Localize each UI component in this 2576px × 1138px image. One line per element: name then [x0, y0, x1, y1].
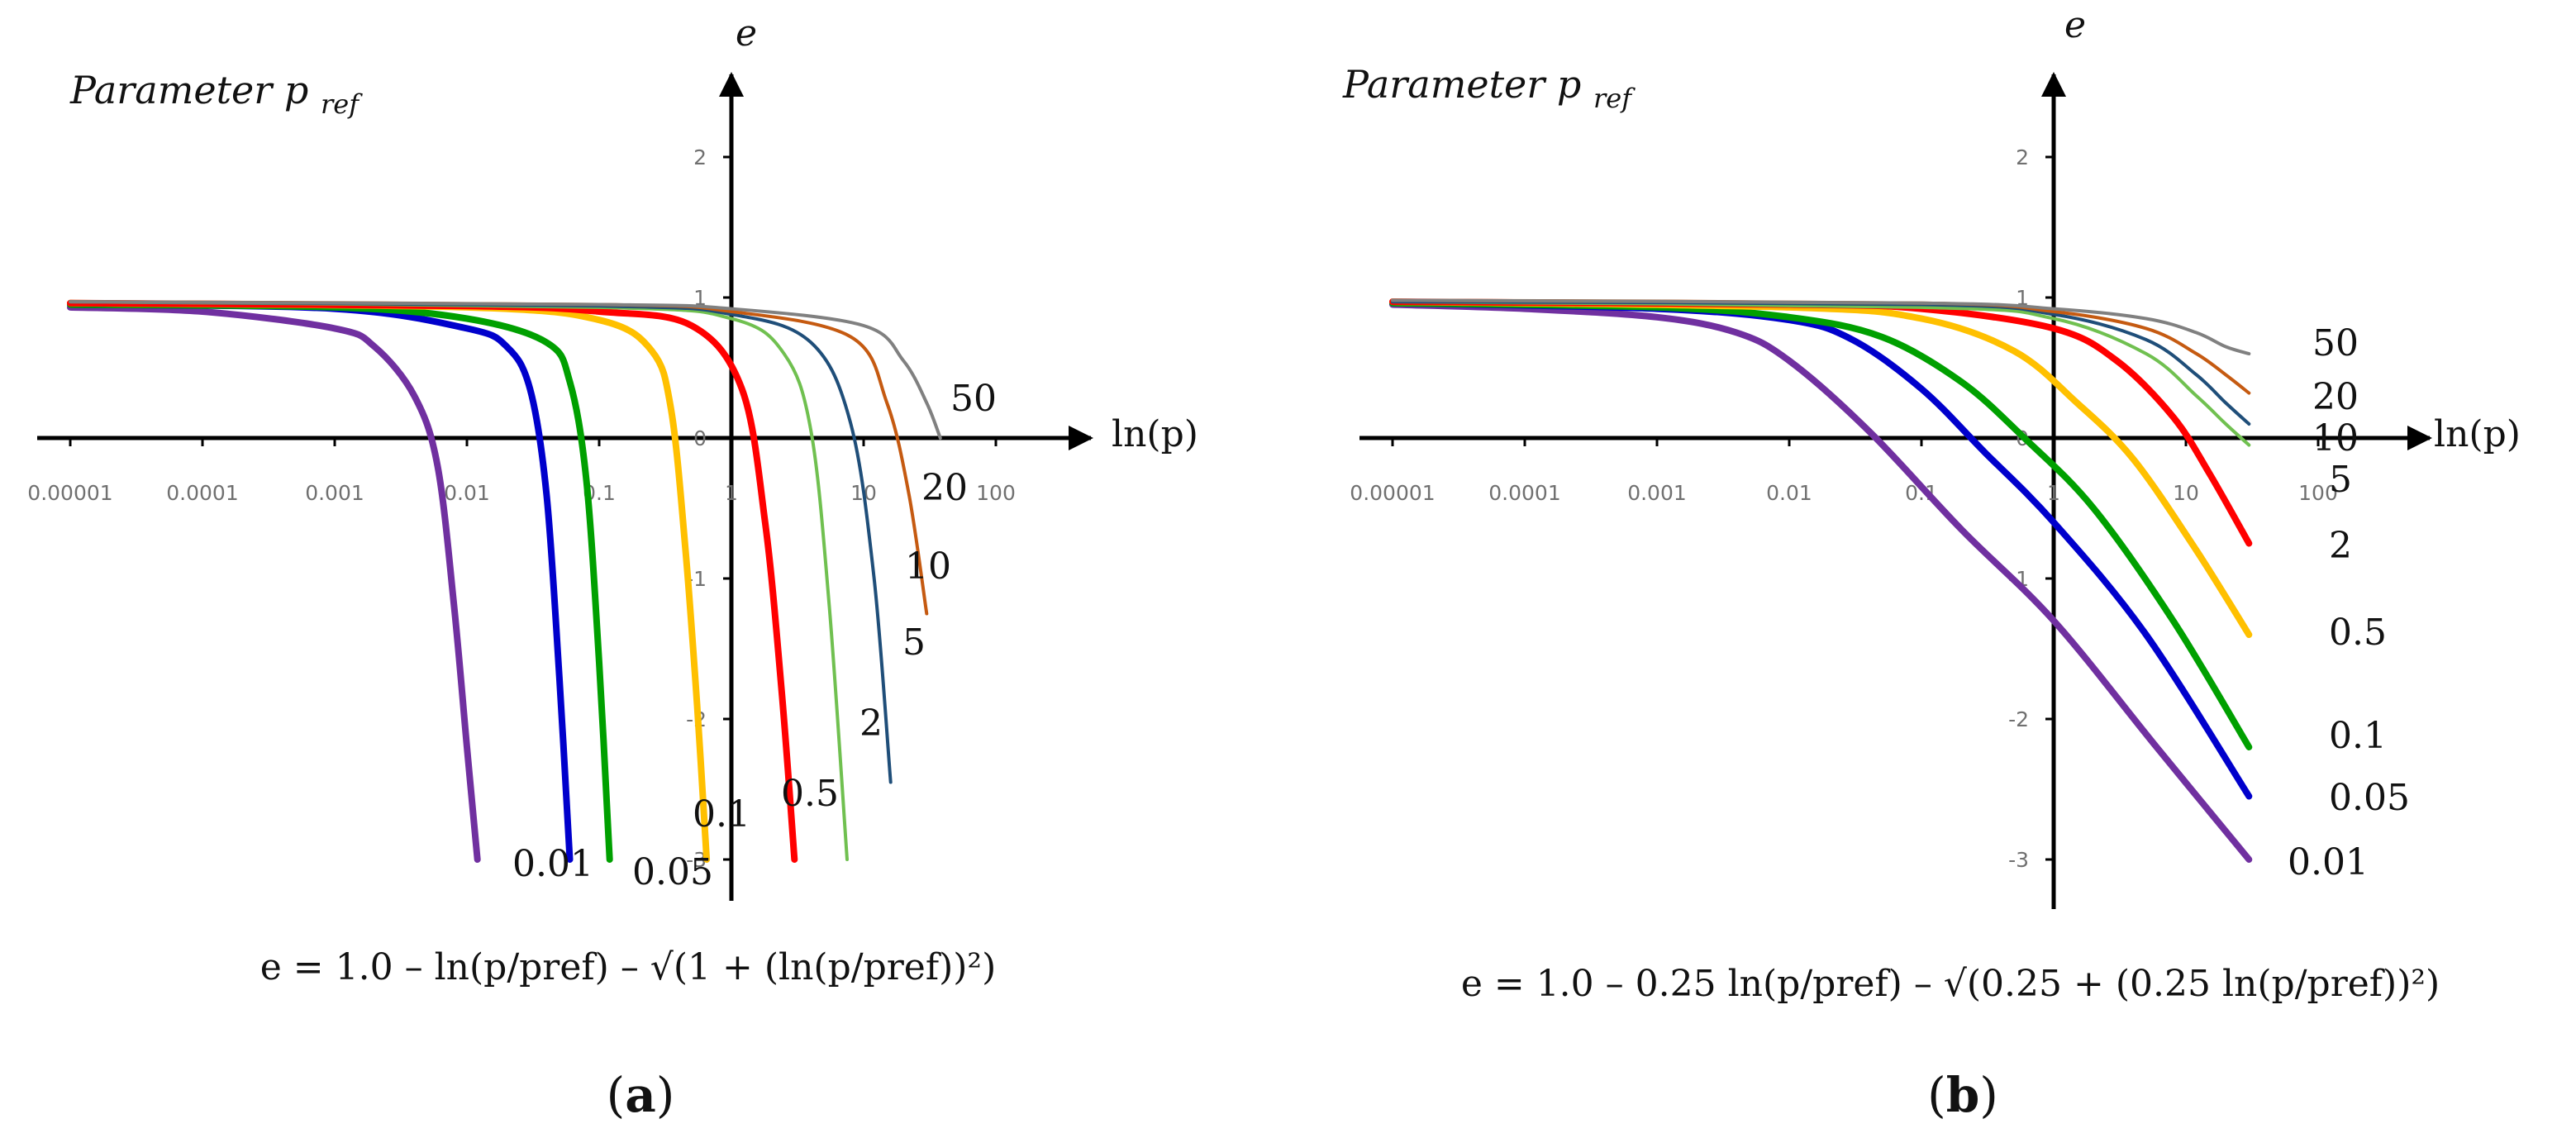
series-label-0_5: 0.5 [781, 773, 839, 815]
series-line-0_1 [1389, 299, 2253, 750]
x-tick-label: 0.01 [444, 481, 490, 505]
x-tick-label: 0.0001 [166, 481, 238, 505]
series-label-10: 10 [905, 545, 951, 588]
series-line-0_01 [1389, 301, 2253, 863]
x-tick-label: 0.00001 [1350, 481, 1435, 505]
parameter-title: Parameter p ref [69, 68, 363, 120]
y-tick-label: 1 [2016, 286, 2029, 310]
series-label-2: 2 [2329, 525, 2352, 567]
x-axis-label: ln(p) [2434, 413, 2521, 455]
series-label-0_05: 0.05 [2329, 777, 2410, 819]
series-label-0_5: 0.5 [2329, 612, 2387, 654]
x-tick-label: 0.00001 [27, 481, 112, 505]
series-line-0_05 [67, 301, 574, 863]
series-label-0_01: 0.01 [2288, 841, 2369, 883]
x-tick-label: 0.001 [1627, 481, 1687, 505]
plot-area-a: 0.00001 0.0001 0.001 0.01 0.1 1 10 100210-1-2-3… [27, 72, 1093, 901]
x-tick-label: 100 [2298, 481, 2338, 505]
series-label-20: 20 [2312, 376, 2359, 418]
series-label-0_01: 0.01 [512, 843, 593, 885]
y-axis-label: e [736, 12, 757, 55]
series-label-0_1: 0.1 [2329, 715, 2387, 757]
chart-panel-a: Parameter p ref e ln(p) 0.00001 0.0001 0.0… [27, 12, 1198, 1123]
y-tick-label: 2 [2016, 145, 2029, 169]
formula: e = 1.0 – ln(p/pref) – √(1 + (ln(p/pref)… [260, 946, 996, 988]
series-label-0_05: 0.05 [632, 851, 713, 893]
series-label-0_1: 0.1 [693, 793, 750, 836]
y-tick-label: 2 [693, 145, 707, 169]
formula: e = 1.0 – 0.25 ln(p/pref) – √(0.25 + (0.… [1461, 963, 2440, 1005]
y-tick-label: -3 [2008, 848, 2029, 872]
x-tick-label: 1 [2047, 481, 2060, 505]
x-tick-label: 1 [725, 481, 738, 505]
x-axis-label: ln(p) [1112, 413, 1198, 455]
series-line-0_5 [1389, 298, 2253, 638]
series-line-20 [69, 300, 929, 616]
series-line-50 [1391, 298, 2251, 355]
series-group [1389, 298, 2253, 863]
series-label-50: 50 [2312, 322, 2359, 364]
y-tick-label: -2 [2008, 707, 2029, 731]
series-label-5: 5 [2329, 459, 2352, 501]
plot-area-b: 0.00001 0.0001 0.001 0.01 0.1 1 10 100210-1-2-3… [1350, 72, 2432, 909]
series-label-50: 50 [950, 378, 997, 420]
series-label-20: 20 [921, 467, 968, 509]
series-line-0_5 [67, 299, 711, 863]
y-tick-label: 0 [693, 426, 707, 450]
parameter-title: Parameter p ref [1342, 62, 1636, 114]
x-tick-label: 100 [976, 481, 1016, 505]
series-group [67, 299, 942, 863]
caption-b: (b) [1927, 1067, 1998, 1123]
series-label-10: 10 [2312, 417, 2359, 459]
series-line-2 [1389, 298, 2253, 547]
chart-panel-b: Parameter p ref e ln(p) 0.00001 0.0001 0.0… [1342, 4, 2521, 1123]
x-tick-label: 0.001 [305, 481, 364, 505]
x-tick-label: 0.0001 [1488, 481, 1560, 505]
series-line-0_05 [1389, 299, 2253, 800]
caption-a: (a) [607, 1067, 675, 1123]
y-axis-label: e [2064, 4, 2086, 46]
y-tick-label: 1 [693, 286, 707, 310]
x-tick-label: 0.01 [1766, 481, 1812, 505]
series-label-2: 2 [859, 702, 883, 745]
series-line-0_01 [67, 303, 481, 863]
series-line-50 [69, 300, 942, 440]
series-label-5: 5 [902, 621, 926, 664]
x-tick-label: 10 [2173, 481, 2199, 505]
